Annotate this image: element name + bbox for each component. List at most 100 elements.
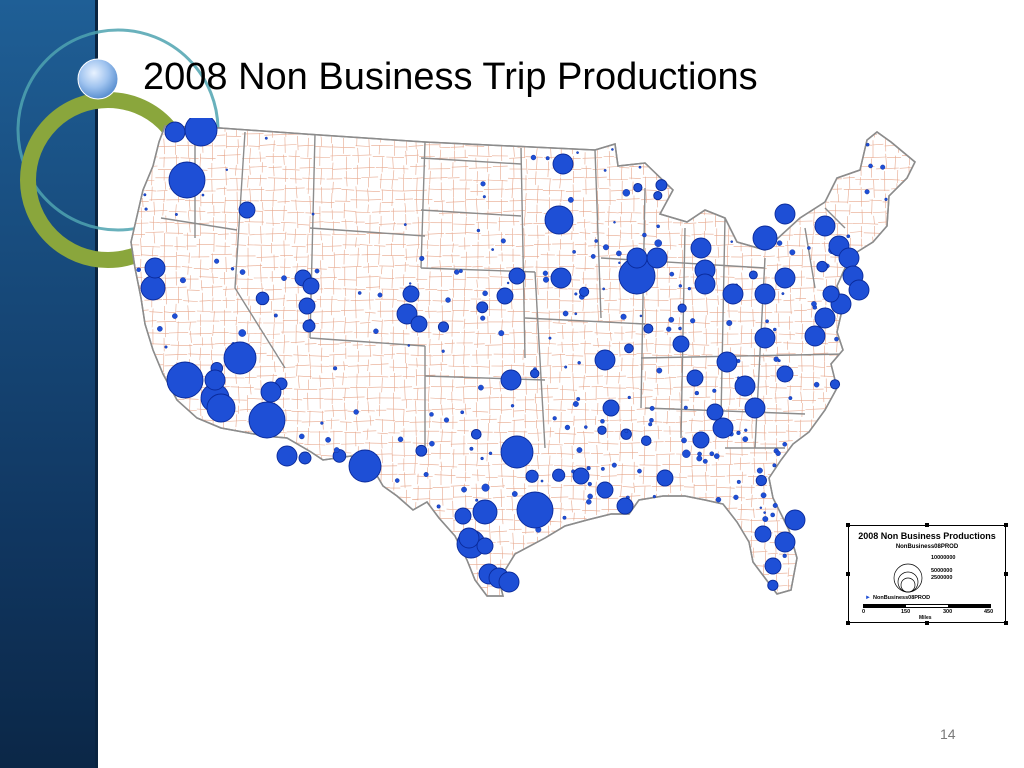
county-small-symbol — [666, 326, 672, 332]
slide-title: 2008 Non Business Trip Productions — [143, 56, 758, 98]
legend-layer-label: NonBusiness08PROD — [873, 595, 931, 601]
county-small-symbol — [461, 486, 467, 493]
county-small-symbol — [880, 164, 886, 170]
county-small-symbol — [476, 301, 489, 314]
legend-handle-mr[interactable] — [1004, 572, 1008, 576]
county-small-symbol — [239, 269, 246, 275]
county-small-symbol — [681, 437, 687, 444]
county-small-symbol — [715, 496, 722, 503]
county-small-symbol — [143, 193, 147, 197]
county-large-symbol — [722, 283, 744, 305]
county-small-symbol — [811, 301, 817, 307]
county-small-symbol — [813, 381, 820, 388]
county-small-symbol — [807, 246, 811, 250]
legend-handle-ml[interactable] — [846, 572, 850, 576]
county-small-symbol — [548, 336, 552, 340]
county-large-symbol — [496, 287, 514, 305]
county-small-symbol — [408, 282, 412, 285]
county-large-symbol — [276, 445, 298, 467]
county-small-symbol — [611, 148, 614, 151]
legend-handle-tl[interactable] — [846, 523, 850, 527]
county-small-symbol — [325, 436, 331, 443]
county-small-symbol — [656, 224, 660, 229]
county-small-symbol — [586, 499, 592, 505]
county-small-symbol — [602, 287, 606, 291]
county-small-symbol — [281, 275, 287, 281]
county-small-symbol — [767, 579, 779, 591]
county-small-symbol — [760, 492, 767, 499]
county-large-symbol — [206, 393, 236, 423]
county-large-symbol — [752, 225, 778, 251]
county-small-symbol — [264, 136, 268, 140]
county-small-symbol — [677, 303, 687, 313]
county-small-symbol — [506, 281, 510, 285]
county-small-symbol — [572, 401, 579, 407]
county-large-symbol — [476, 537, 494, 555]
county-small-symbol — [333, 447, 340, 453]
county-large-symbol — [692, 431, 710, 449]
county-small-symbol — [789, 249, 796, 256]
county-large-symbol — [814, 307, 836, 329]
legend-handle-bl[interactable] — [846, 621, 850, 625]
county-small-symbol — [642, 232, 647, 238]
county-small-symbol — [562, 515, 567, 520]
county-large-symbol — [402, 285, 420, 303]
county-small-symbol — [584, 425, 588, 429]
county-large-symbol — [594, 349, 616, 371]
county-small-symbol — [643, 323, 654, 334]
county-small-symbol — [713, 453, 720, 459]
county-small-symbol — [682, 449, 691, 458]
county-small-symbol — [656, 367, 663, 374]
county-small-symbol — [144, 207, 148, 211]
county-small-symbol — [478, 384, 484, 391]
county-small-symbol — [214, 258, 220, 264]
county-large-symbol — [716, 351, 738, 373]
county-large-symbol — [552, 153, 574, 175]
county-small-symbol — [552, 468, 566, 482]
county-large-symbol — [602, 399, 620, 417]
county-small-symbol — [314, 268, 320, 274]
county-small-symbol — [164, 345, 168, 349]
county-small-symbol — [179, 277, 186, 284]
county-small-symbol — [772, 502, 778, 508]
legend-handle-bm[interactable] — [925, 621, 929, 625]
county-large-symbol — [694, 273, 716, 295]
county-small-symbol — [230, 267, 235, 271]
county-small-symbol — [482, 195, 486, 199]
county-small-symbol — [759, 506, 763, 509]
county-large-symbol — [626, 247, 648, 269]
county-large-symbol — [712, 417, 734, 439]
county-small-symbol — [201, 193, 205, 197]
county-small-symbol — [481, 483, 490, 492]
county-small-symbol — [576, 151, 579, 154]
county-small-symbol — [469, 446, 474, 451]
legend-handle-tm[interactable] — [925, 523, 929, 527]
county-small-symbol — [403, 223, 407, 227]
county-small-symbol — [542, 270, 548, 276]
county-large-symbol — [572, 467, 590, 485]
county-large-symbol — [223, 341, 257, 375]
county-small-symbol — [574, 292, 578, 296]
county-small-symbol — [762, 516, 769, 522]
county-small-symbol — [772, 463, 777, 468]
legend-handle-br[interactable] — [1004, 621, 1008, 625]
county-large-symbol — [656, 469, 674, 487]
county-small-symbol — [587, 493, 593, 500]
county-small-symbol — [709, 451, 715, 457]
us-county-map — [130, 118, 916, 597]
county-large-symbol — [140, 275, 166, 301]
legend-circle-small — [900, 577, 916, 593]
county-small-symbol — [640, 435, 652, 446]
legend-handle-tr[interactable] — [1004, 523, 1008, 527]
county-small-symbol — [603, 168, 607, 172]
county-small-symbol — [572, 250, 576, 254]
county-large-symbol — [144, 257, 166, 279]
county-small-symbol — [441, 349, 445, 353]
county-small-symbol — [620, 313, 627, 320]
county-small-symbol — [530, 368, 540, 379]
county-large-symbol — [774, 267, 796, 289]
county-small-symbol — [816, 260, 828, 273]
county-small-symbol — [579, 286, 590, 297]
county-small-symbol — [238, 329, 247, 337]
county-small-symbol — [639, 314, 643, 318]
